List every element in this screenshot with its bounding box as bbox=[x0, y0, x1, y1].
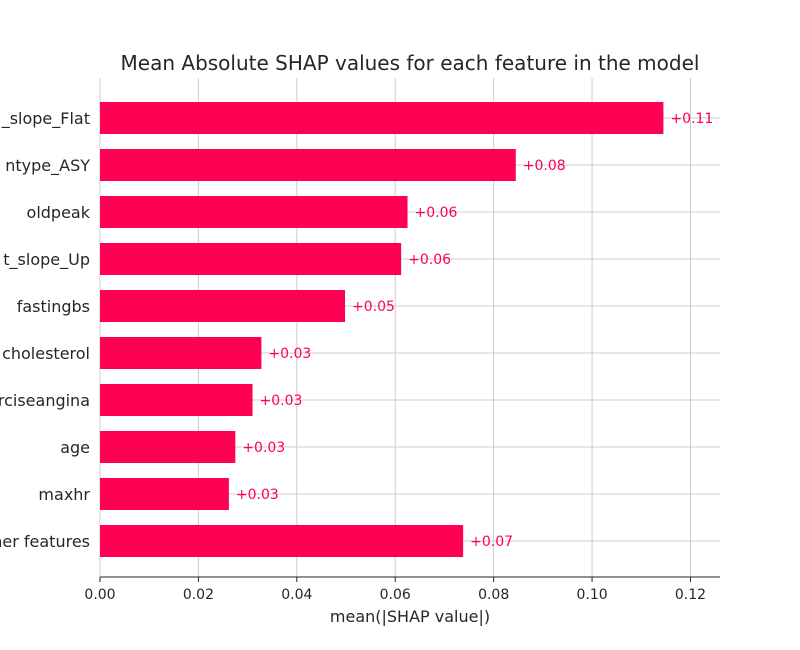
category-label: oldpeak bbox=[27, 203, 91, 222]
x-tick-label: 0.06 bbox=[380, 587, 411, 603]
bar bbox=[100, 384, 253, 416]
value-label: +0.03 bbox=[236, 487, 279, 503]
bar-layer bbox=[100, 102, 664, 557]
chart-title: Mean Absolute SHAP values for each featu… bbox=[121, 51, 700, 75]
bar bbox=[100, 196, 408, 228]
bar bbox=[100, 478, 229, 510]
category-label: cholesterol bbox=[2, 344, 90, 363]
bar bbox=[100, 290, 346, 322]
value-label: +0.06 bbox=[408, 252, 451, 268]
category-label: t_slope_Up bbox=[3, 250, 90, 270]
x-tick-layer: 0.00 0.02 0.04 0.06 0.08 0.10 0.12 bbox=[84, 577, 706, 603]
category-label: ntype_ASY bbox=[5, 156, 90, 176]
bar bbox=[100, 243, 402, 275]
value-label: +0.06 bbox=[415, 205, 458, 221]
value-label: +0.03 bbox=[242, 440, 285, 456]
value-label-layer: +0.11 +0.08 +0.06 +0.06 +0.05 +0.03 +0.03 +0.03… bbox=[236, 111, 713, 550]
category-label: rciseangina bbox=[0, 391, 90, 410]
value-label: +0.03 bbox=[260, 393, 303, 409]
category-label: her features bbox=[0, 532, 90, 551]
x-tick-label: 0.10 bbox=[576, 587, 607, 603]
category-label: _slope_Flat bbox=[1, 109, 90, 129]
value-label: +0.07 bbox=[470, 534, 513, 550]
value-label: +0.03 bbox=[268, 346, 311, 362]
bar bbox=[100, 337, 262, 369]
category-label: fastingbs bbox=[17, 297, 90, 316]
bar bbox=[100, 431, 236, 463]
x-axis-label: mean(|SHAP value|) bbox=[330, 607, 490, 626]
x-tick-label: 0.08 bbox=[478, 587, 509, 603]
category-label: age bbox=[60, 438, 90, 457]
bar bbox=[100, 149, 516, 181]
value-label: +0.08 bbox=[523, 158, 566, 174]
x-tick-label: 0.00 bbox=[84, 587, 115, 603]
x-tick-label: 0.04 bbox=[281, 587, 312, 603]
value-label: +0.05 bbox=[352, 299, 395, 315]
x-tick-label: 0.02 bbox=[183, 587, 214, 603]
bar bbox=[100, 102, 664, 134]
bar bbox=[100, 525, 464, 557]
value-label: +0.11 bbox=[670, 111, 713, 127]
category-label: maxhr bbox=[38, 485, 90, 504]
x-tick-label: 0.12 bbox=[675, 587, 706, 603]
